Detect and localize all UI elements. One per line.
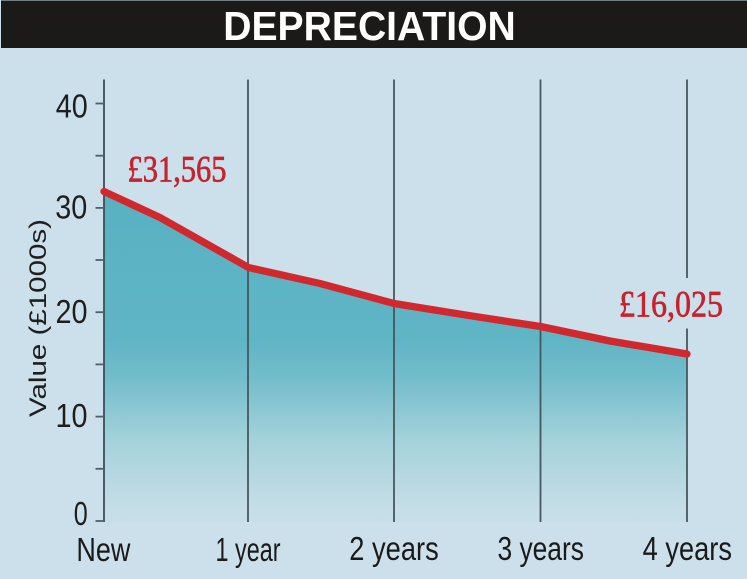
svg-text:0: 0: [74, 496, 88, 533]
svg-text:£31,565: £31,565: [128, 150, 227, 191]
svg-text:4 years: 4 years: [643, 531, 732, 568]
svg-text:£16,025: £16,025: [619, 285, 723, 326]
svg-text:10: 10: [56, 398, 88, 435]
svg-text:DEPRECIATION: DEPRECIATION: [223, 3, 516, 49]
svg-text:New: New: [76, 532, 131, 569]
svg-text:Value (£1000s): Value (£1000s): [25, 219, 52, 417]
svg-text:3 years: 3 years: [497, 531, 584, 568]
svg-text:1 year: 1 year: [216, 532, 281, 569]
svg-text:30: 30: [55, 190, 87, 227]
svg-text:40: 40: [56, 89, 88, 126]
svg-text:20: 20: [56, 294, 88, 331]
svg-text:2 years: 2 years: [349, 531, 438, 568]
